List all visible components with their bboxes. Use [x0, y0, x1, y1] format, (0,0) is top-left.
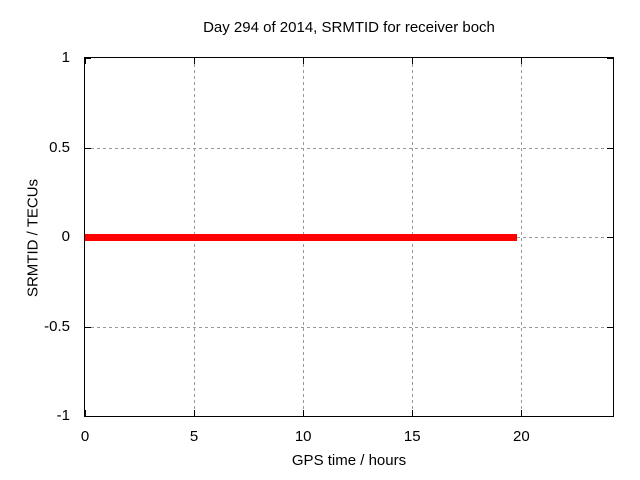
- y-tick-label: -0.5: [44, 317, 70, 335]
- y-tick-left: [85, 416, 91, 417]
- x-tick-top: [303, 58, 305, 64]
- y-tick-right: [607, 58, 613, 59]
- plot-area: [84, 57, 614, 417]
- y-tick-label: -1: [56, 407, 70, 424]
- x-tick-top: [412, 58, 414, 64]
- x-tick-bottom: [412, 410, 414, 416]
- y-tick-label: 0.5: [49, 138, 70, 156]
- series-line: [85, 233, 517, 241]
- x-tick-label: 0: [80, 428, 90, 445]
- x-tick-top: [85, 58, 86, 64]
- x-tick-label: 15: [403, 428, 421, 445]
- x-tick-label: 20: [513, 428, 530, 445]
- x-tick-label: 5: [189, 428, 199, 445]
- y-tick-right: [607, 237, 613, 238]
- y-gridline: [85, 326, 613, 328]
- x-tick-label: 10: [294, 428, 312, 445]
- y-gridline: [85, 147, 613, 149]
- x-tick-bottom: [521, 410, 523, 416]
- x-tick-bottom: [303, 410, 305, 416]
- x-axis-label: GPS time / hours: [291, 452, 407, 469]
- y-tick-right: [607, 326, 613, 328]
- chart-title: Day 294 of 2014, SRMTID for receiver boc…: [203, 19, 495, 36]
- y-tick-left: [85, 326, 91, 328]
- x-tick-bottom: [85, 410, 86, 416]
- y-tick-left: [85, 58, 91, 59]
- y-tick-label: 0: [61, 228, 70, 245]
- x-tick-top: [194, 58, 196, 64]
- y-tick-right: [607, 147, 613, 149]
- y-tick-label: 1: [61, 49, 70, 66]
- x-tick-bottom: [194, 410, 196, 416]
- x-tick-top: [521, 58, 523, 64]
- y-tick-right: [607, 416, 613, 417]
- y-tick-left: [85, 147, 91, 149]
